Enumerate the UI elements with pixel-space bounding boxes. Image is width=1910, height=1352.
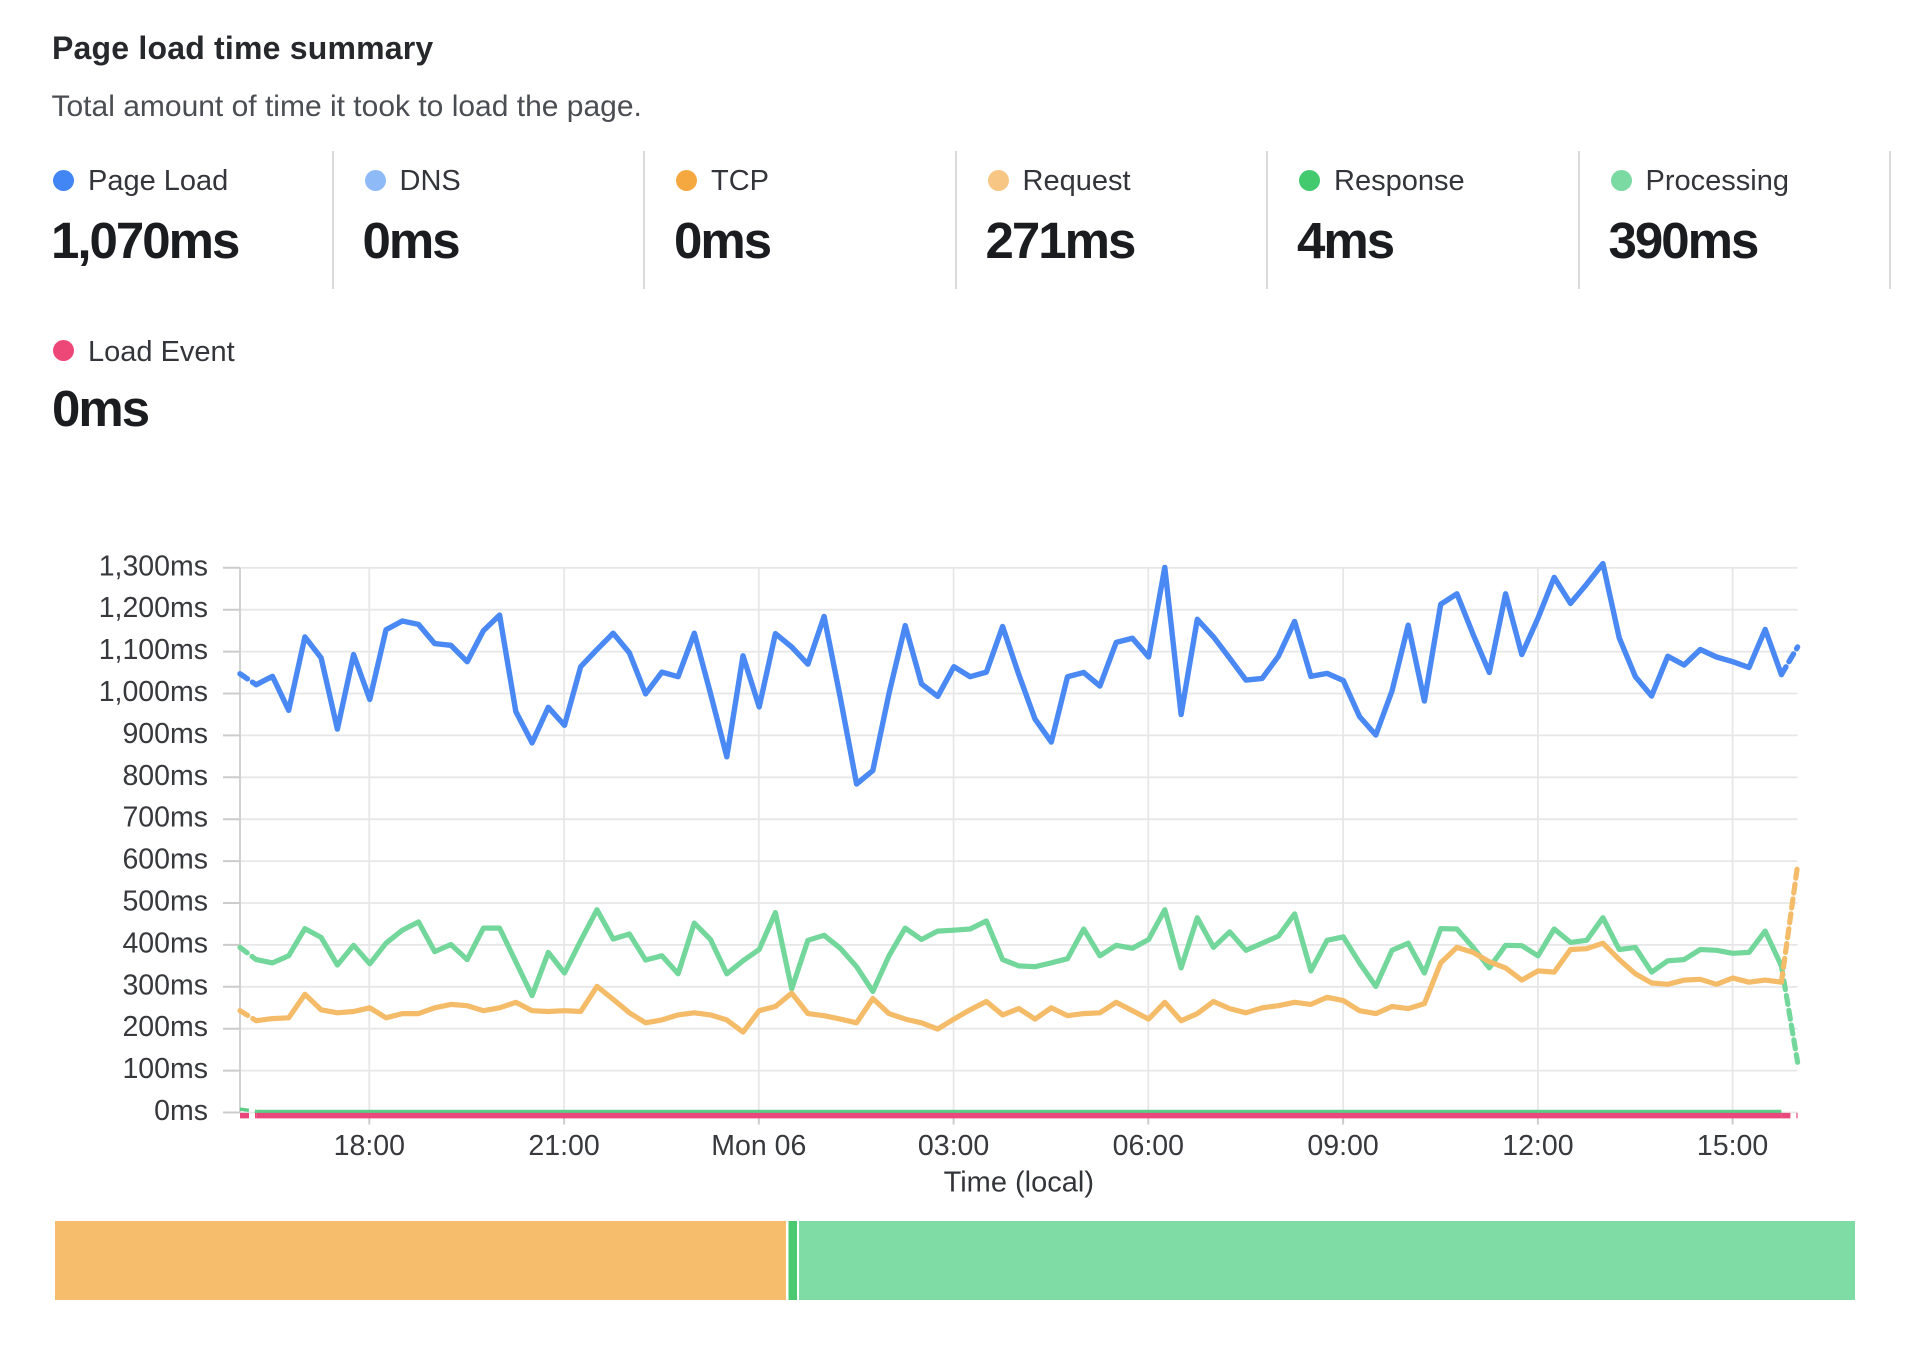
svg-text:1,100ms: 1,100ms (99, 634, 208, 666)
svg-text:1,000ms: 1,000ms (99, 676, 208, 708)
svg-text:600ms: 600ms (122, 844, 208, 876)
svg-text:1,300ms: 1,300ms (99, 550, 208, 582)
svg-text:900ms: 900ms (122, 718, 208, 750)
svg-text:0ms: 0ms (154, 1095, 208, 1127)
svg-text:1,200ms: 1,200ms (99, 592, 208, 624)
svg-text:100ms: 100ms (122, 1053, 208, 1085)
svg-text:800ms: 800ms (122, 760, 208, 792)
svg-text:03:00: 03:00 (918, 1130, 989, 1162)
svg-text:Time (local): Time (local) (944, 1167, 1094, 1199)
svg-text:21:00: 21:00 (528, 1130, 599, 1162)
svg-text:200ms: 200ms (122, 1011, 208, 1043)
svg-text:09:00: 09:00 (1307, 1130, 1378, 1162)
svg-text:06:00: 06:00 (1113, 1130, 1184, 1162)
svg-text:12:00: 12:00 (1502, 1130, 1573, 1162)
svg-text:18:00: 18:00 (334, 1130, 405, 1162)
svg-text:300ms: 300ms (122, 969, 208, 1001)
svg-text:Mon 06: Mon 06 (711, 1130, 806, 1162)
svg-text:700ms: 700ms (122, 802, 208, 834)
svg-text:500ms: 500ms (122, 886, 208, 918)
svg-text:400ms: 400ms (122, 927, 208, 959)
svg-text:15:00: 15:00 (1697, 1130, 1768, 1162)
